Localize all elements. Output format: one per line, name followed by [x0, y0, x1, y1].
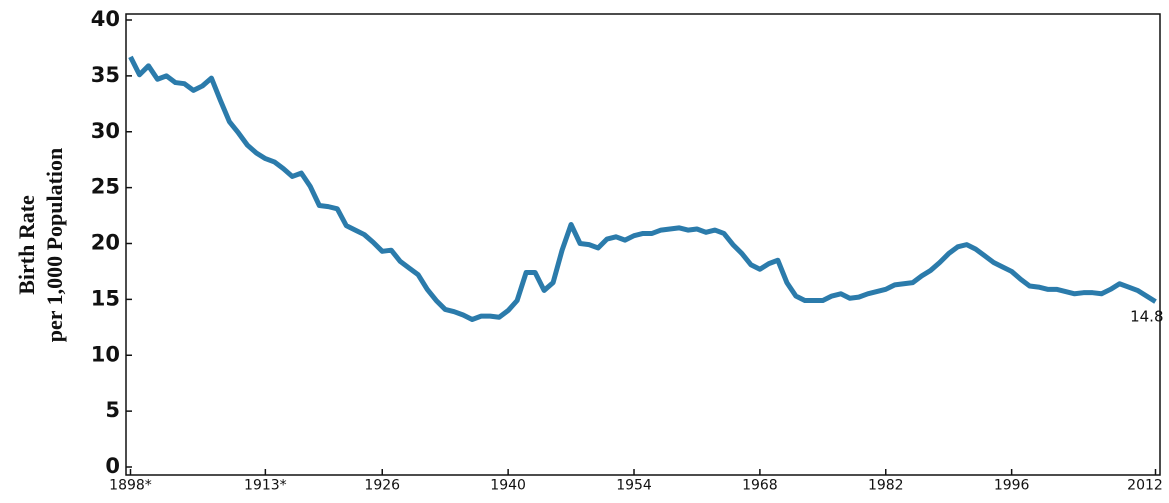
plot-frame — [125, 13, 1161, 476]
y-tick-label: 30 — [91, 119, 120, 143]
x-tick-label: 1940 — [490, 478, 526, 494]
end-value-label: 14.8 — [1130, 308, 1163, 326]
x-tick-label: 1982 — [868, 478, 904, 494]
y-tick-label: 35 — [91, 63, 120, 87]
x-tick-label: 1954 — [616, 478, 652, 494]
x-tick-label: 1913* — [244, 478, 287, 494]
x-tick-label: 1968 — [742, 478, 778, 494]
data-line — [128, 55, 1157, 322]
y-tick-label: 20 — [91, 231, 120, 255]
y-axis-label: per 1,000 Population — [42, 148, 67, 343]
y-tick-label: 15 — [91, 286, 120, 310]
y-tick-label: 40 — [91, 7, 120, 31]
y-tick-label: 0 — [105, 454, 120, 478]
y-axis-label: Birth Rate — [14, 195, 39, 295]
x-tick-label: 2012 — [1127, 478, 1163, 494]
x-tick-label: 1996 — [994, 478, 1030, 494]
x-tick-label: 1926 — [364, 478, 400, 494]
y-tick-label: 5 — [105, 398, 120, 422]
y-tick-label: 25 — [91, 175, 120, 199]
y-tick-label: 10 — [91, 342, 120, 366]
x-tick-label: 1898* — [109, 478, 152, 494]
